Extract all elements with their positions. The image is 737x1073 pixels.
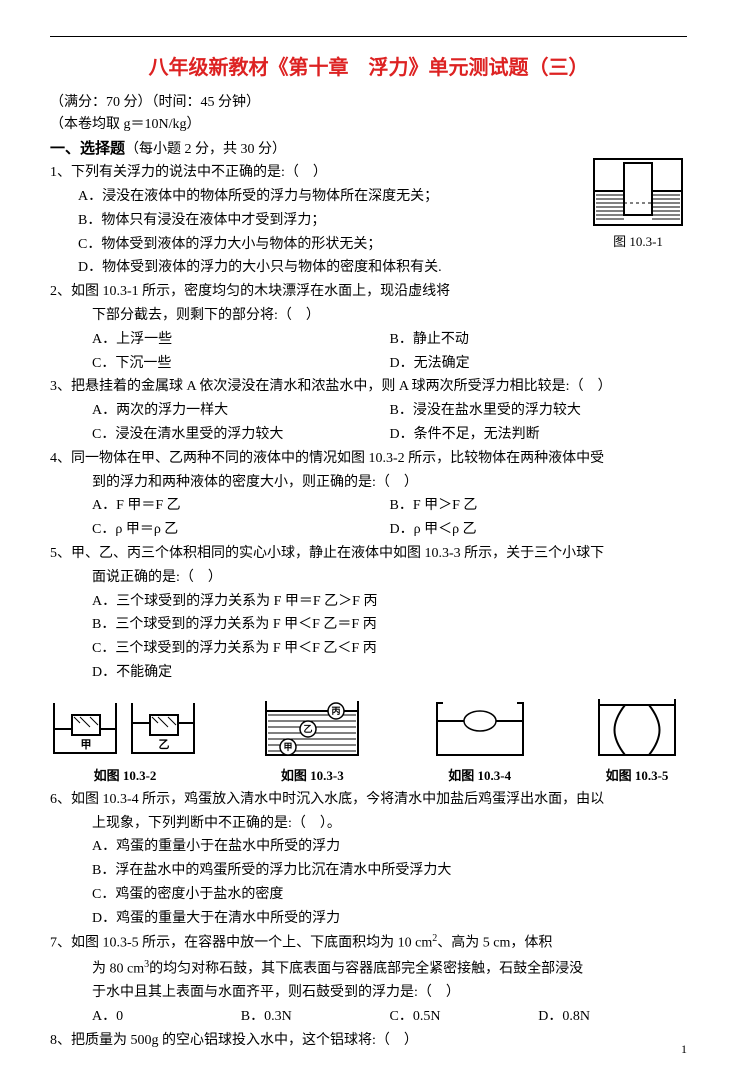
q6-b: B．浮在盐水中的鸡蛋所受的浮力比沉在清水中所受浮力大 [50, 859, 687, 883]
q7-stem-a: 7、如图 10.3-5 所示，在容器中放一个上、下底面积均为 10 cm [50, 936, 432, 951]
question-8: 8、把质量为 500g 的空心铝球投入水中，这个铝球将:（ ） [50, 1029, 687, 1053]
q4-b: B．F 甲＞F 乙 [390, 494, 688, 518]
question-5: 5、甲、乙、丙三个体积相同的实心小球，静止在液体中如图 10.3-3 所示，关于… [50, 542, 687, 685]
q5-stem: 5、甲、乙、丙三个体积相同的实心小球，静止在液体中如图 10.3-3 所示，关于… [50, 542, 687, 566]
q7-c: C．0.5N [390, 1005, 539, 1029]
meta-line-1: （满分：70 分）（时间：45 分钟） [50, 92, 687, 114]
q2-a: A．上浮一些 [92, 328, 390, 352]
q7-b: B．0.3N [241, 1005, 390, 1029]
beaker-three-balls-icon: 丙 乙 甲 [252, 693, 372, 763]
q4-c: C．ρ 甲＝ρ 乙 [92, 518, 390, 542]
meta-line-2: （本卷均取 g＝10N/kg） [50, 114, 687, 136]
q3-row-ab: A．两次的浮力一样大 B．浸没在盐水里受的浮力较大 [50, 399, 687, 423]
q7-stem: 7、如图 10.3-5 所示，在容器中放一个上、下底面积均为 10 cm2、高为… [50, 930, 687, 955]
q4-stem2: 到的浮力和两种液体的密度大小，则正确的是:（ ） [50, 471, 687, 495]
q8-stem: 8、把质量为 500g 的空心铝球投入水中，这个铝球将:（ ） [50, 1029, 687, 1053]
q6-c: C．鸡蛋的密度小于盐水的密度 [50, 883, 687, 907]
question-3: 3、把悬挂着的金属球 A 依次浸没在清水和浓盐水中，则 A 球两次所受浮力相比较… [50, 375, 687, 446]
q4-row-cd: C．ρ 甲＝ρ 乙 D．ρ 甲＜ρ 乙 [50, 518, 687, 542]
q6-stem2: 上现象，下列判断中不正确的是:（ ）。 [50, 812, 687, 836]
q7-stem3: 于水中且其上表面与水面齐平，则石鼓受到的浮力是:（ ） [50, 981, 687, 1005]
figure-10-3-5: 如图 10.3-5 [587, 693, 687, 784]
section-1-heading: 一、选择题 [50, 140, 125, 157]
page-number: 1 [681, 1042, 687, 1057]
q6-d: D．鸡蛋的重量大于在清水中所受的浮力 [50, 907, 687, 931]
q6-stem: 6、如图 10.3-4 所示，鸡蛋放入清水中时沉入水底，今将清水中加盐后鸡蛋浮出… [50, 788, 687, 812]
q7-a: A．0 [92, 1005, 241, 1029]
question-7: 7、如图 10.3-5 所示，在容器中放一个上、下底面积均为 10 cm2、高为… [50, 930, 687, 1029]
q6-a: A．鸡蛋的重量小于在盐水中所受的浮力 [50, 835, 687, 859]
q5-a: A．三个球受到的浮力关系为 F 甲＝F 乙＞F 丙 [50, 590, 687, 614]
q3-b: B．浸没在盐水里受的浮力较大 [390, 399, 688, 423]
figure-10-3-2-label: 如图 10.3-2 [50, 765, 200, 784]
figure-10-3-5-label: 如图 10.3-5 [587, 765, 687, 784]
question-6: 6、如图 10.3-4 所示，鸡蛋放入清水中时沉入水底，今将清水中加盐后鸡蛋浮出… [50, 788, 687, 931]
q7-stem2: 为 80 cm3的均匀对称石鼓，其下底表面与容器底部完全紧密接触，石鼓全部浸没 [50, 956, 687, 981]
q3-a: A．两次的浮力一样大 [92, 399, 390, 423]
svg-text:乙: 乙 [159, 738, 170, 751]
title-post: 》单元测试题（三） [409, 57, 589, 79]
title-pre: 八年级新教材《第十章 [149, 57, 369, 79]
q3-c: C．浸没在清水里受的浮力较大 [92, 423, 390, 447]
q5-c: C．三个球受到的浮力关系为 F 甲＜F 乙＜F 丙 [50, 637, 687, 661]
svg-text:乙: 乙 [304, 724, 313, 734]
figure-10-3-4-label: 如图 10.3-4 [425, 765, 535, 784]
q3-stem: 3、把悬挂着的金属球 A 依次浸没在清水和浓盐水中，则 A 球两次所受浮力相比较… [50, 375, 687, 399]
beaker-block-icon [590, 153, 686, 231]
q4-d: D．ρ 甲＜ρ 乙 [390, 518, 688, 542]
q3-d: D．条件不足，无法判断 [390, 423, 688, 447]
q7-d: D．0.8N [538, 1005, 687, 1029]
figure-10-3-2: 甲 乙 如图 10.3-2 [50, 693, 200, 784]
doc-title: 八年级新教材《第十章 浮力》单元测试题（三） [50, 51, 687, 80]
figure-10-3-4: 如图 10.3-4 [425, 693, 535, 784]
drum-in-container-icon [587, 693, 687, 763]
figure-10-3-1: 图 10.3-1 [583, 153, 693, 250]
q2-stem: 2、如图 10.3-1 所示，密度均匀的木块漂浮在水面上，现沿虚线将 [50, 280, 687, 304]
beaker-egg-icon [425, 693, 535, 763]
svg-text:甲: 甲 [81, 738, 92, 751]
q2-c: C．下沉一些 [92, 352, 390, 376]
svg-text:甲: 甲 [284, 742, 293, 752]
q2-d: D．无法确定 [390, 352, 688, 376]
question-4: 4、同一物体在甲、乙两种不同的液体中的情况如图 10.3-2 所示，比较物体在两… [50, 447, 687, 542]
q2-row-cd: C．下沉一些 D．无法确定 [50, 352, 687, 376]
svg-text:丙: 丙 [332, 706, 341, 716]
q1-d: D．物体受到液体的浮力的大小只与物体的密度和体积有关. [50, 256, 687, 280]
page: 八年级新教材《第十章 浮力》单元测试题（三） （满分：70 分）（时间：45 分… [0, 0, 737, 1073]
q3-row-cd: C．浸没在清水里受的浮力较大 D．条件不足，无法判断 [50, 423, 687, 447]
q2-row-ab: A．上浮一些 B．静止不动 [50, 328, 687, 352]
figure-10-3-1-label: 图 10.3-1 [583, 231, 693, 250]
two-beakers-icon: 甲 乙 [50, 693, 200, 763]
q5-d: D．不能确定 [50, 661, 687, 685]
q4-stem: 4、同一物体在甲、乙两种不同的液体中的情况如图 10.3-2 所示，比较物体在两… [50, 447, 687, 471]
q7-stem-b: 、高为 5 cm，体积 [437, 936, 552, 951]
figure-row: 甲 乙 如图 10.3-2 丙 乙 甲 如图 [50, 693, 687, 784]
q7-stem2-a: 为 80 cm [92, 962, 144, 977]
q7-row: A．0 B．0.3N C．0.5N D．0.8N [50, 1005, 687, 1029]
q2-stem2: 下部分截去，则剩下的部分将:（ ） [50, 304, 687, 328]
question-2: 2、如图 10.3-1 所示，密度均匀的木块漂浮在水面上，现沿虚线将 下部分截去… [50, 280, 687, 375]
figure-10-3-3-label: 如图 10.3-3 [252, 765, 372, 784]
q4-a: A．F 甲＝F 乙 [92, 494, 390, 518]
figure-10-3-3: 丙 乙 甲 如图 10.3-3 [252, 693, 372, 784]
section-1-note: （每小题 2 分，共 30 分） [125, 142, 286, 157]
q7-stem2-b: 的均匀对称石鼓，其下底表面与容器底部完全紧密接触，石鼓全部浸没 [149, 962, 583, 977]
title-em: 浮力 [369, 57, 409, 79]
q4-row-ab: A．F 甲＝F 乙 B．F 甲＞F 乙 [50, 494, 687, 518]
top-rule [50, 36, 687, 37]
q2-b: B．静止不动 [390, 328, 688, 352]
q5-stem2: 面说正确的是:（ ） [50, 566, 687, 590]
q5-b: B．三个球受到的浮力关系为 F 甲＜F 乙＝F 丙 [50, 613, 687, 637]
